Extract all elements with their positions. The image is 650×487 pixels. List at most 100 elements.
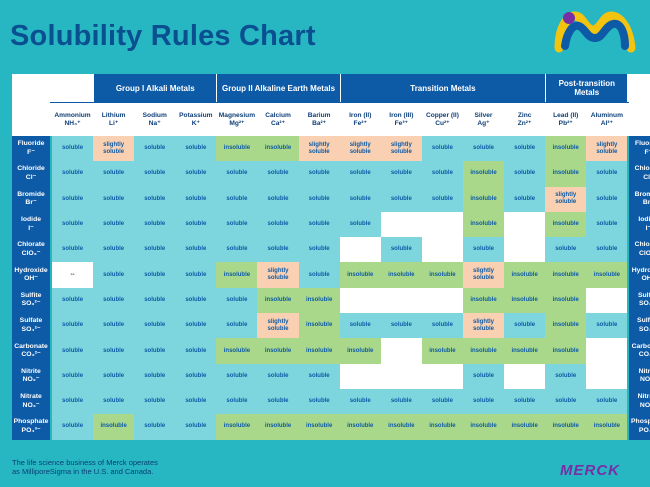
solubility-cell: soluble [52,136,94,162]
solubility-table: Group I Alkali Metals Group II Alkaline E… [12,74,650,440]
anion-ion: Cl⁻ [643,173,650,181]
solubility-cell: soluble [93,313,135,339]
solubility-cell: insoluble [504,262,546,288]
anion-name: Chlorate [17,241,45,249]
cation-header: Zinc Zn²⁺ [504,102,546,136]
cation-name: Iron (III) [389,111,414,119]
solubility-cell: soluble [216,237,258,263]
anion-label-left: Sulfite SO₃²⁻ [12,287,50,314]
footer-note: The life science business of Merck opera… [12,458,158,476]
anion-name: Bromide [17,190,45,198]
solubility-cell: soluble [504,313,546,339]
solubility-cell: soluble [462,363,505,389]
solubility-cell: soluble [421,136,463,162]
solubility-cell: soluble [134,363,176,389]
anion-ion: Cl⁻ [25,173,37,181]
solubility-cell: soluble [52,363,94,389]
solubility-cell: insoluble [462,161,505,187]
cation-ion: NH₄⁺ [64,119,81,127]
solubility-cell: insoluble [380,414,422,440]
solubility-cell [380,287,422,314]
solubility-cell: insoluble [504,414,546,440]
anion-ion: NO₃⁻ [639,401,650,409]
solubility-cell: soluble [586,161,628,187]
anion-name: Chloride [634,165,650,173]
cation-name: Zinc [517,111,532,119]
solubility-cell: insoluble [504,338,546,364]
anion-label-left: Nitrate NO₃⁻ [12,388,50,415]
solubility-cell: soluble [586,186,628,212]
cation-ion: Ca²⁺ [270,119,286,127]
solubility-cell: soluble [93,287,135,314]
solubility-cell: soluble [339,313,381,339]
anion-ion: OH⁻ [641,275,650,283]
solubility-cell: soluble [93,237,135,263]
solubility-cell: slightly soluble [380,136,422,162]
solubility-cell: soluble [545,363,587,389]
solubility-cell: soluble [257,211,299,238]
solubility-cell: soluble [52,186,94,212]
solubility-cell: soluble [586,211,628,238]
anion-ion: NO₂⁻ [639,376,650,384]
solubility-cell: soluble [298,388,340,415]
solubility-cell: soluble [298,161,340,187]
cation-header: Magnesium Mg²⁺ [216,102,258,136]
solubility-cell: soluble [52,287,94,314]
solubility-cell: soluble [380,237,422,263]
solubility-cell: soluble [52,338,94,364]
solubility-cell: soluble [257,161,299,187]
solubility-cell: insoluble [586,262,628,288]
group-header: Group II Alkaline Earth Metals [216,74,340,102]
solubility-cell: soluble [298,262,340,288]
solubility-cell: insoluble [504,287,546,314]
anion-name: Nitrate [637,393,650,401]
solubility-cell: insoluble [216,338,258,364]
solubility-cell: soluble [216,211,258,238]
anion-name: Iodide [20,216,41,224]
cation-ion: Ba²⁺ [312,119,327,127]
solubility-cell: insoluble [216,414,258,440]
solubility-cell: slightly soluble [586,136,628,162]
cation-name: Aluminum [590,111,623,119]
anion-name: Phosphate [13,418,49,426]
solubility-cell: soluble [216,363,258,389]
solubility-cell: soluble [216,186,258,212]
cation-ion: Ag⁺ [477,119,490,127]
anion-ion: Br⁻ [642,199,650,207]
cation-header: Silver Ag⁺ [462,102,505,136]
solubility-cell: soluble [93,262,135,288]
solubility-cell: slightly soluble [298,136,340,162]
table-row: Bromide Br⁻ soluble soluble soluble soluble so… [12,186,650,212]
solubility-cell: insoluble [339,338,381,364]
solubility-cell: insoluble [257,287,299,314]
solubility-cell: soluble [134,313,176,339]
solubility-cell: soluble [175,262,217,288]
solubility-cell: soluble [504,388,546,415]
solubility-cell: soluble [216,313,258,339]
solubility-cell: soluble [298,363,340,389]
solubility-cell: insoluble [339,414,381,440]
solubility-cell: soluble [134,338,176,364]
solubility-cell: slightly soluble [257,313,299,339]
corner-blank [12,102,50,136]
cation-ion: Pb²⁺ [558,119,573,127]
solubility-cell: -- [52,262,94,288]
solubility-cell: soluble [380,313,422,339]
anion-label-left: Chloride Cl⁻ [12,161,50,187]
cation-header: Ammonium NH₄⁺ [52,102,94,136]
solubility-cell: soluble [545,388,587,415]
anion-ion: CO₃²⁻ [21,351,41,359]
solubility-cell [421,363,463,389]
solubility-cell: soluble [545,237,587,263]
solubility-cell: insoluble [298,414,340,440]
anion-label-left: Hydroxide OH⁻ [12,262,50,288]
cation-ion: Mg²⁺ [229,119,245,127]
solubility-cell: soluble [134,388,176,415]
solubility-cell: insoluble [462,414,505,440]
solubility-cell: soluble [175,287,217,314]
solubility-cell: soluble [298,211,340,238]
solubility-cell: insoluble [216,136,258,162]
solubility-cell [339,363,381,389]
